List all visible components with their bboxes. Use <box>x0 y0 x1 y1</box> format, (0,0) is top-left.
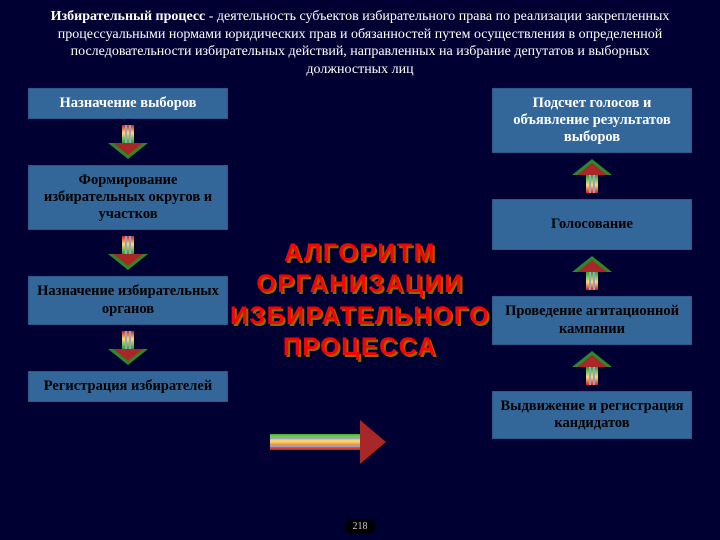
arrow-up-icon <box>570 256 614 290</box>
right-column: Подсчет голосов и объявление результатов… <box>492 88 692 439</box>
arrow-down-icon <box>106 125 150 159</box>
arrow-right-icon <box>270 420 390 464</box>
center-title: АЛГОРИТМ ОРГАНИЗАЦИИ ИЗБИРАТЕЛЬНОГО ПРОЦ… <box>230 238 490 363</box>
arrow-down-icon <box>106 236 150 270</box>
center-line-2: ОРГАНИЗАЦИИ <box>230 269 490 300</box>
center-line-1: АЛГОРИТМ <box>230 238 490 269</box>
left-box-4: Регистрация избирателей <box>28 371 228 402</box>
left-box-2: Формирование избирательных округов и уча… <box>28 165 228 230</box>
left-box-4-line1: Регистрация избирателей <box>44 378 212 394</box>
left-box-1: Назначение выборов <box>28 88 228 119</box>
arrow-up-icon <box>570 351 614 385</box>
right-box-2: Голосование <box>492 199 692 250</box>
arrow-up-icon <box>570 159 614 193</box>
left-column: Назначение выборов Формирование избирате… <box>28 88 228 402</box>
diagram-grid: Назначение выборов Формирование избирате… <box>0 88 720 540</box>
header-definition: Избирательный процесс - деятельность суб… <box>0 0 720 78</box>
right-box-1: Подсчет голосов и объявление результатов… <box>492 88 692 153</box>
right-box-3: Проведение агитационной кампании <box>492 296 692 344</box>
page-number: 218 <box>345 519 376 534</box>
arrow-down-icon <box>106 331 150 365</box>
center-line-3: ИЗБИРАТЕЛЬНОГО <box>230 301 490 332</box>
center-line-4: ПРОЦЕССА <box>230 332 490 363</box>
right-box-4: Выдвижение и регистрация кандидатов <box>492 391 692 439</box>
header-bold: Избирательный процесс <box>51 9 206 24</box>
left-box-3: Назначение избирательных органов <box>28 276 228 324</box>
